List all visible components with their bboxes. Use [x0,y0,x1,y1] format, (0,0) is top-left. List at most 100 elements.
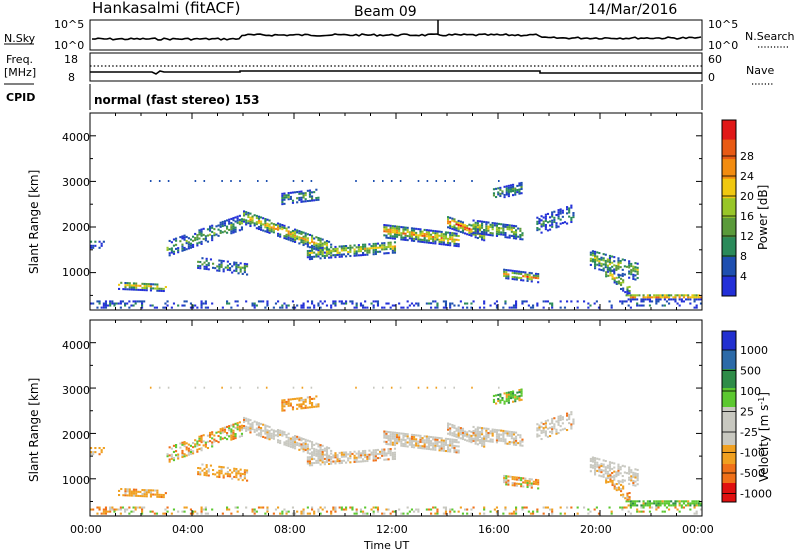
power-cell [98,302,101,305]
velocity-cell [492,394,496,397]
velocity-cell [313,450,316,453]
velocity-cell [389,435,392,438]
power-cell [507,193,510,196]
velocity-cell [442,445,445,448]
velocity-cell [192,450,195,453]
velocity-cell [236,428,239,431]
velocity-cell [391,437,394,440]
velocity-cell [234,422,237,425]
velocity-cell [194,386,197,389]
velocity-cell [212,473,215,476]
power-cell [141,289,144,292]
power-cell [512,194,515,197]
velocity-cell [130,510,133,513]
velocity-cell [489,438,492,441]
power-cell [204,302,207,305]
power-cell [527,304,530,307]
power-cell [451,219,454,222]
velocity-cell [617,482,621,485]
power-cell [615,269,618,272]
velocity-cell [124,490,127,493]
power-cell [247,222,250,225]
velocity-cell [447,446,450,449]
velocity-cell [376,508,380,511]
velocity-cell [621,475,624,478]
power-cell [277,222,280,225]
power-cell [455,232,458,235]
velocity-cell [158,386,161,389]
velocity-cell [449,444,452,447]
power-cell [107,304,110,307]
power-cell [194,239,197,242]
power-cell [478,228,482,231]
power-cell [524,275,527,278]
power-cell [444,231,448,234]
velocity-cell [291,398,295,401]
power-cell [287,234,290,237]
velocity-cell [566,429,569,432]
power-cell [372,247,375,250]
velocity-cell [317,453,320,456]
velocity-cell [281,401,284,404]
power-cell [634,262,637,265]
power-cell [631,298,635,301]
velocity-cell [432,446,435,449]
velocity-cell [251,510,254,513]
velocity-cell [657,500,660,503]
velocity-cell [504,438,507,441]
velocity-cell [457,426,460,429]
power-cell [470,234,473,237]
power-cell [621,268,624,271]
power-panel-frame [89,112,703,311]
power-cell [317,239,320,242]
power-cell [657,294,660,297]
power-cell [620,281,623,284]
power-cell [236,217,239,220]
power-cell [444,243,448,246]
velocity-cell [183,445,186,448]
power-cell [124,302,127,305]
power-cell [205,263,208,266]
power-cell [306,306,309,309]
velocity-cell [398,440,401,443]
velocity-cell [279,442,282,445]
power-cell [504,236,507,239]
velocity-cell [204,443,207,446]
power-cell [481,234,484,237]
velocity-cell [540,438,543,441]
power-cell [204,306,207,309]
power-cell [283,224,286,227]
velocity-cell [561,416,564,419]
velocity-cell [149,510,152,513]
power-cell [613,279,616,282]
velocity-cell [298,442,301,445]
power-cell [617,280,621,283]
velocity-cell [544,430,547,433]
power-cell [566,300,569,303]
power-cell [668,298,671,301]
power-cell [345,300,348,303]
velocity-cell [255,421,258,424]
power-cell [222,270,225,273]
velocity-cell [518,391,521,394]
velocity-cell [440,449,443,452]
velocity-cell [678,510,681,513]
power-cell [470,228,473,231]
power-cell [503,194,506,197]
velocity-cell [217,430,220,433]
velocity-cell [232,429,235,432]
power-cell [185,240,188,243]
power-cell [538,218,541,221]
velocity-cell [311,441,314,444]
power-cell [583,300,586,303]
velocity-cell [605,477,608,480]
noise-left-tick-top: 10^5 [54,18,84,31]
power-cell [251,217,254,220]
velocity-cell [391,433,394,436]
power-cell [364,306,367,309]
velocity-cell [345,451,348,454]
power-cell [461,221,465,224]
power-cell [362,243,365,246]
power-cell [436,238,439,241]
velocity-cell [235,472,238,475]
